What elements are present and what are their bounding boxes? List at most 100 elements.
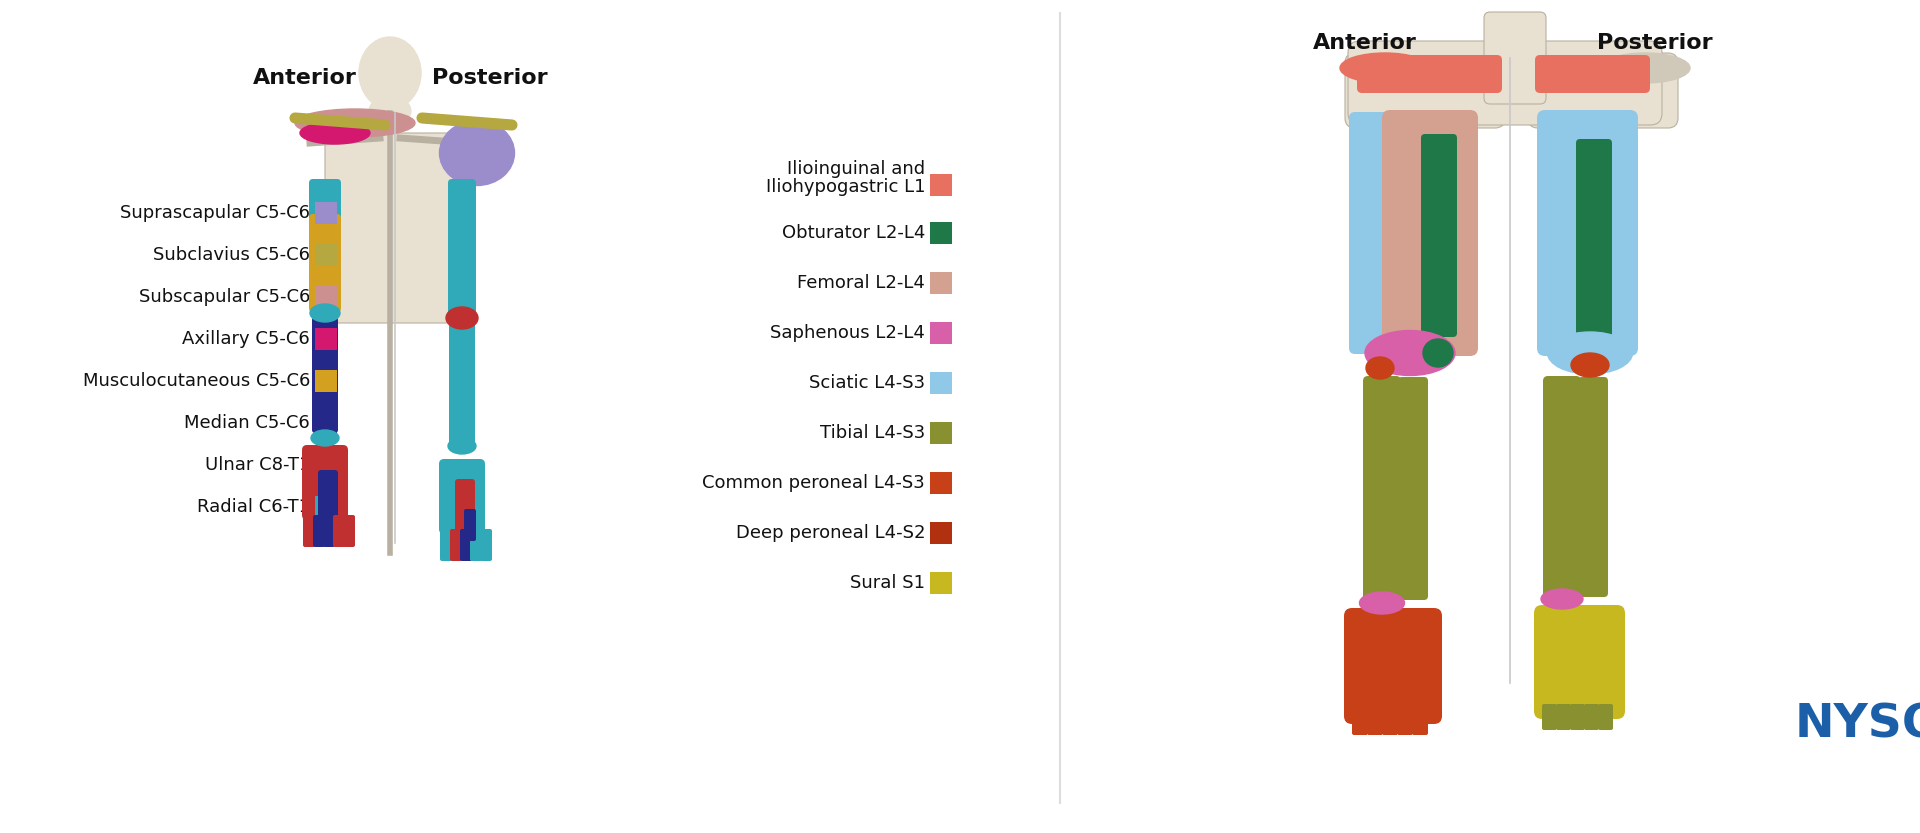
Ellipse shape: [440, 121, 515, 186]
Text: Ilioinguinal and: Ilioinguinal and: [787, 160, 925, 178]
FancyBboxPatch shape: [1398, 377, 1428, 600]
FancyBboxPatch shape: [1578, 377, 1609, 597]
Ellipse shape: [311, 430, 340, 446]
Ellipse shape: [1542, 589, 1582, 609]
FancyBboxPatch shape: [332, 515, 346, 547]
Text: Posterior: Posterior: [1597, 33, 1713, 53]
Ellipse shape: [1548, 332, 1632, 374]
FancyBboxPatch shape: [1382, 110, 1478, 356]
FancyBboxPatch shape: [1382, 709, 1398, 735]
Ellipse shape: [447, 438, 476, 454]
FancyBboxPatch shape: [301, 445, 348, 520]
Ellipse shape: [1599, 53, 1690, 83]
FancyBboxPatch shape: [449, 529, 463, 561]
FancyBboxPatch shape: [1421, 134, 1457, 337]
FancyBboxPatch shape: [1363, 376, 1402, 606]
Bar: [315, 244, 338, 266]
Bar: [929, 422, 952, 444]
FancyBboxPatch shape: [470, 529, 482, 561]
Bar: [929, 572, 952, 594]
FancyBboxPatch shape: [309, 214, 342, 312]
FancyBboxPatch shape: [311, 317, 338, 433]
Text: Posterior: Posterior: [432, 68, 547, 88]
Bar: [315, 496, 338, 518]
Ellipse shape: [369, 96, 411, 126]
Bar: [315, 328, 338, 350]
FancyBboxPatch shape: [1348, 41, 1663, 125]
Bar: [315, 370, 338, 392]
FancyBboxPatch shape: [1367, 709, 1382, 735]
Ellipse shape: [1365, 357, 1394, 379]
FancyBboxPatch shape: [319, 470, 338, 526]
FancyBboxPatch shape: [455, 479, 474, 535]
Ellipse shape: [1365, 331, 1455, 376]
Bar: [929, 322, 952, 344]
Text: Saphenous L2-L4: Saphenous L2-L4: [770, 324, 925, 342]
Text: Anterior: Anterior: [1313, 33, 1417, 53]
Bar: [929, 174, 952, 197]
Text: Subscapular C5-C6: Subscapular C5-C6: [138, 288, 309, 306]
FancyBboxPatch shape: [309, 179, 342, 232]
FancyBboxPatch shape: [1528, 53, 1678, 128]
FancyBboxPatch shape: [1576, 139, 1613, 342]
Text: Deep peroneal L4-S2: Deep peroneal L4-S2: [735, 524, 925, 542]
Bar: [929, 472, 952, 494]
Text: Radial C6-T1: Radial C6-T1: [198, 498, 309, 516]
FancyBboxPatch shape: [440, 459, 486, 534]
Ellipse shape: [359, 37, 420, 109]
FancyBboxPatch shape: [461, 529, 472, 561]
FancyBboxPatch shape: [324, 133, 455, 323]
Text: NYSORA: NYSORA: [1795, 702, 1920, 747]
FancyBboxPatch shape: [1357, 55, 1501, 93]
Ellipse shape: [309, 304, 340, 322]
Ellipse shape: [296, 109, 415, 137]
Ellipse shape: [445, 307, 478, 329]
Ellipse shape: [1359, 592, 1405, 614]
Text: Common peroneal L4-S3: Common peroneal L4-S3: [703, 474, 925, 492]
Ellipse shape: [1423, 339, 1453, 367]
FancyBboxPatch shape: [1597, 704, 1613, 730]
FancyBboxPatch shape: [323, 515, 334, 547]
Bar: [315, 412, 338, 434]
FancyBboxPatch shape: [1534, 605, 1624, 719]
Ellipse shape: [1340, 53, 1430, 83]
FancyBboxPatch shape: [1398, 709, 1413, 735]
FancyBboxPatch shape: [1484, 12, 1546, 104]
FancyBboxPatch shape: [480, 529, 492, 561]
FancyBboxPatch shape: [449, 323, 474, 444]
Text: Tibial L4-S3: Tibial L4-S3: [820, 424, 925, 442]
FancyBboxPatch shape: [1555, 704, 1571, 730]
Text: Suprascapular C5-C6: Suprascapular C5-C6: [119, 204, 309, 222]
Bar: [315, 454, 338, 476]
Ellipse shape: [1571, 353, 1609, 377]
Text: Sural S1: Sural S1: [851, 574, 925, 592]
FancyBboxPatch shape: [1344, 608, 1442, 724]
Text: Musculocutaneous C5-C6: Musculocutaneous C5-C6: [83, 372, 309, 390]
Text: Ulnar C8-T1: Ulnar C8-T1: [205, 456, 309, 474]
FancyBboxPatch shape: [1538, 110, 1638, 356]
FancyBboxPatch shape: [1346, 53, 1505, 128]
Text: Obturator L2-L4: Obturator L2-L4: [781, 224, 925, 242]
Bar: [929, 372, 952, 394]
Text: Sciatic L4-S3: Sciatic L4-S3: [808, 374, 925, 392]
Text: Femoral L2-L4: Femoral L2-L4: [797, 274, 925, 292]
FancyBboxPatch shape: [1350, 112, 1394, 354]
Bar: [315, 286, 338, 308]
FancyBboxPatch shape: [303, 515, 315, 547]
FancyBboxPatch shape: [1542, 704, 1557, 730]
Bar: [929, 222, 952, 244]
FancyBboxPatch shape: [447, 179, 476, 317]
FancyBboxPatch shape: [1534, 55, 1649, 93]
FancyBboxPatch shape: [313, 515, 324, 547]
FancyBboxPatch shape: [344, 515, 355, 547]
FancyBboxPatch shape: [440, 529, 451, 561]
Bar: [929, 522, 952, 544]
FancyBboxPatch shape: [465, 509, 476, 541]
Ellipse shape: [300, 122, 371, 144]
Text: Median C5-C6: Median C5-C6: [184, 414, 309, 432]
Text: Subclavius C5-C6: Subclavius C5-C6: [154, 246, 309, 264]
Text: Anterior: Anterior: [253, 68, 357, 88]
Bar: [929, 272, 952, 294]
Text: Axillary C5-C6: Axillary C5-C6: [182, 330, 309, 348]
FancyBboxPatch shape: [1584, 704, 1599, 730]
